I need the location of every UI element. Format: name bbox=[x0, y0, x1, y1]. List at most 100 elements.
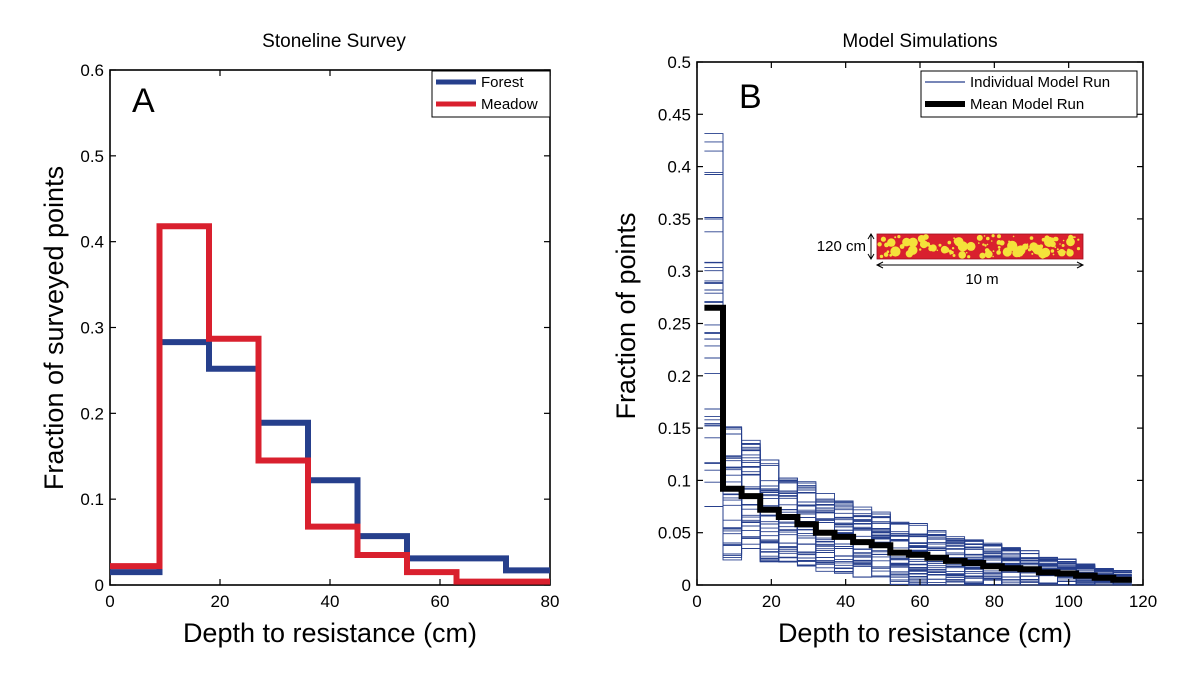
y-tick-label: 0.25 bbox=[658, 315, 691, 334]
y-tick-label: 0 bbox=[95, 576, 104, 595]
inset-particle bbox=[1050, 249, 1055, 253]
panel-b: Model Simulations 0 20 40 60 80 100 120 0 0.05 0.… bbox=[611, 31, 1157, 648]
panel-a-title: Stoneline Survey bbox=[262, 31, 406, 52]
y-tick-label: 0.5 bbox=[667, 53, 691, 72]
x-tick-label: 0 bbox=[692, 592, 701, 611]
inset-particle bbox=[1049, 241, 1056, 248]
legend-forest-label: Forest bbox=[481, 74, 524, 91]
inset-height-label: 120 cm bbox=[817, 238, 866, 255]
inset-particle bbox=[885, 252, 888, 255]
y-tick-label: 0.2 bbox=[80, 404, 104, 423]
individual-model-run-line bbox=[704, 133, 1132, 586]
inset-particle bbox=[905, 250, 914, 258]
inset-particle bbox=[894, 236, 897, 239]
inset-height-arrowheads bbox=[867, 233, 875, 260]
inset-particle bbox=[952, 254, 956, 257]
inset-particle bbox=[1072, 236, 1075, 239]
inset-particle bbox=[1028, 248, 1031, 251]
x-tick-label: 80 bbox=[541, 592, 560, 611]
individual-model-run-line bbox=[704, 280, 1132, 586]
legend-meadow-label: Meadow bbox=[481, 96, 538, 113]
y-tick-label: 0.5 bbox=[80, 147, 104, 166]
x-tick-label: 60 bbox=[431, 592, 450, 611]
inset-particle bbox=[1040, 247, 1051, 258]
panel-b-letter: B bbox=[739, 78, 762, 116]
inset-particle bbox=[1029, 236, 1034, 240]
panel-b-xlabel: Depth to resistance (cm) bbox=[778, 618, 1072, 648]
inset-particle bbox=[890, 246, 901, 257]
inset-particle bbox=[976, 234, 983, 241]
inset-particle bbox=[1041, 237, 1046, 242]
y-tick-label: 0.6 bbox=[80, 61, 104, 80]
individual-model-run-line bbox=[704, 270, 1132, 586]
inset-particles bbox=[877, 234, 1081, 259]
inset-particle bbox=[885, 244, 887, 246]
y-tick-label: 0.2 bbox=[667, 367, 691, 386]
inset-particle bbox=[1056, 248, 1059, 251]
inset-particle bbox=[953, 237, 955, 240]
inset-particle bbox=[985, 248, 990, 253]
inset-particle bbox=[887, 238, 896, 247]
inset-particle bbox=[965, 251, 968, 254]
inset-particle bbox=[1017, 254, 1021, 258]
inset-particle bbox=[1059, 243, 1061, 245]
inset-particle bbox=[1061, 244, 1065, 247]
mean-model-run-line bbox=[704, 304, 1132, 583]
legend-individual-label: Individual Model Run bbox=[970, 74, 1110, 91]
y-tick-label: 0.35 bbox=[658, 210, 691, 229]
inset-particle bbox=[931, 247, 936, 252]
y-tick-label: 0.05 bbox=[658, 524, 691, 543]
x-tick-label: 80 bbox=[985, 592, 1004, 611]
inset-particle bbox=[880, 236, 887, 242]
inset-particle bbox=[967, 255, 971, 259]
x-tick-label: 100 bbox=[1054, 592, 1082, 611]
panel-b-legend: Individual Model Run Mean Model Run bbox=[920, 70, 1138, 118]
inset-particle bbox=[1076, 247, 1081, 251]
panel-a-legend: Forest Meadow bbox=[431, 70, 551, 118]
domain-inset: 120 cm 10 m bbox=[817, 233, 1085, 288]
inset-particle bbox=[940, 245, 949, 254]
panel-a-ylabel: Fraction of surveyed points bbox=[39, 166, 69, 490]
individual-model-run-line bbox=[704, 150, 1132, 586]
y-tick-label: 0.1 bbox=[667, 471, 691, 490]
inset-particle bbox=[984, 244, 987, 247]
inset-particle bbox=[1002, 247, 1012, 257]
inset-particle bbox=[966, 241, 976, 251]
inset-particle bbox=[997, 234, 1001, 239]
inset-particle bbox=[919, 248, 922, 251]
inset-particle bbox=[954, 237, 964, 247]
inset-particle bbox=[982, 243, 985, 246]
inset-particle bbox=[1019, 253, 1022, 256]
inset-particle bbox=[1052, 253, 1055, 256]
y-tick-label: 0.15 bbox=[658, 419, 691, 438]
y-tick-label: 0.4 bbox=[80, 233, 104, 252]
inset-particle bbox=[923, 234, 929, 240]
inset-particle bbox=[1032, 244, 1043, 255]
y-tick-label: 0.3 bbox=[667, 262, 691, 281]
panel-a-xlabel: Depth to resistance (cm) bbox=[183, 618, 477, 648]
inset-particle bbox=[948, 249, 952, 253]
inset-particle bbox=[997, 245, 1001, 249]
x-tick-label: 20 bbox=[762, 592, 781, 611]
inset-particle bbox=[1014, 245, 1018, 249]
inset-particle bbox=[979, 252, 986, 259]
x-tick-label: 40 bbox=[321, 592, 340, 611]
y-tick-label: 0.1 bbox=[80, 490, 104, 509]
individual-model-run-line bbox=[704, 338, 1132, 586]
inset-particle bbox=[1012, 235, 1015, 238]
inset-particle bbox=[996, 240, 1002, 245]
inset-width-arrowheads bbox=[875, 261, 1085, 269]
inset-particle bbox=[1066, 249, 1074, 257]
inset-particle bbox=[1058, 250, 1061, 253]
inset-particle bbox=[936, 249, 939, 252]
inset-particle bbox=[992, 250, 995, 253]
y-tick-label: 0.45 bbox=[658, 105, 691, 124]
inset-particle bbox=[958, 251, 966, 259]
inset-particle bbox=[1062, 239, 1065, 242]
y-tick-label: 0.3 bbox=[80, 319, 104, 338]
inset-particle bbox=[1077, 238, 1080, 241]
panel-a-series bbox=[110, 223, 550, 585]
legend-mean-label: Mean Model Run bbox=[970, 96, 1084, 113]
inset-particle bbox=[1026, 243, 1029, 245]
inset-particle bbox=[991, 234, 995, 238]
